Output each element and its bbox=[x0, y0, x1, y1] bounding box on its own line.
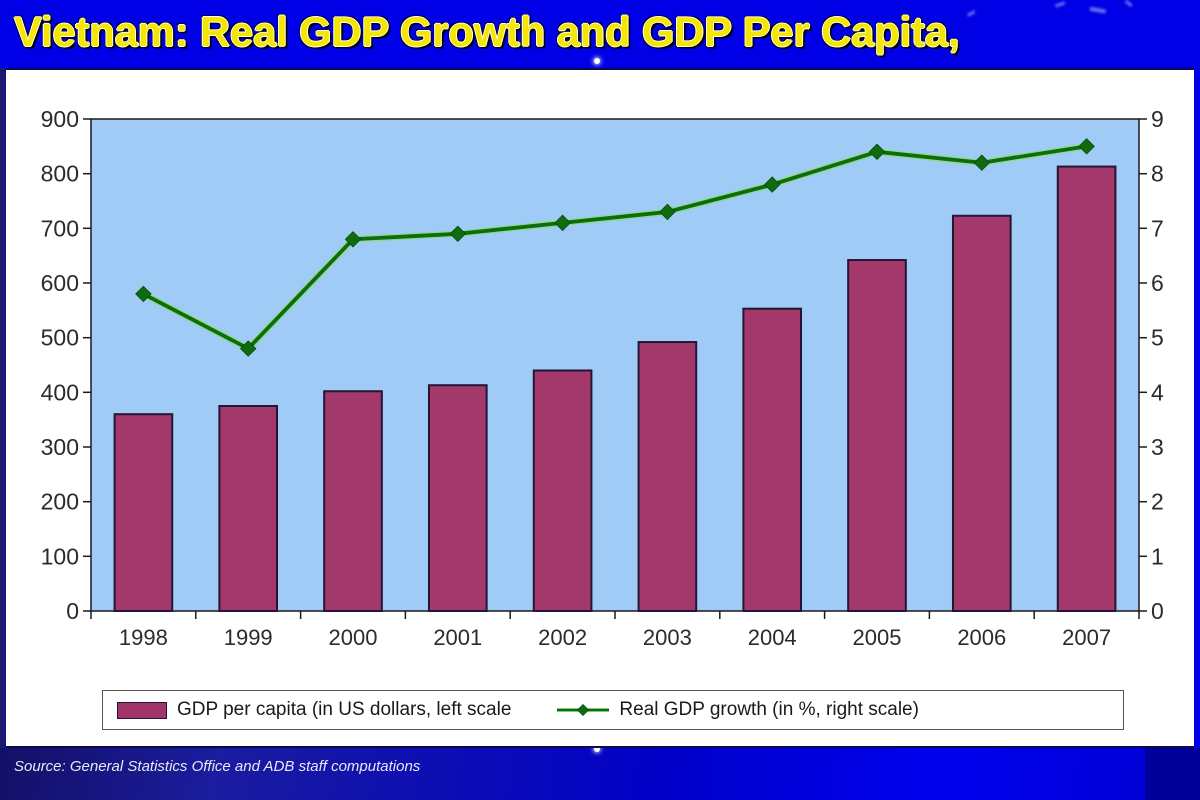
svg-text:3: 3 bbox=[1151, 434, 1164, 460]
svg-text:2004: 2004 bbox=[748, 625, 797, 650]
svg-text:9: 9 bbox=[1151, 106, 1164, 132]
svg-text:2002: 2002 bbox=[538, 625, 587, 650]
svg-text:2000: 2000 bbox=[329, 625, 378, 650]
svg-text:500: 500 bbox=[41, 325, 79, 351]
svg-text:900: 900 bbox=[41, 106, 79, 132]
svg-text:8: 8 bbox=[1151, 161, 1164, 187]
svg-text:0: 0 bbox=[1151, 598, 1164, 624]
svg-text:800: 800 bbox=[41, 161, 79, 187]
svg-text:7: 7 bbox=[1151, 215, 1164, 241]
svg-text:2007: 2007 bbox=[1062, 625, 1111, 650]
svg-text:400: 400 bbox=[41, 379, 79, 405]
svg-text:2001: 2001 bbox=[433, 625, 482, 650]
svg-text:4: 4 bbox=[1151, 379, 1164, 405]
svg-text:1999: 1999 bbox=[224, 625, 273, 650]
svg-text:1998: 1998 bbox=[119, 625, 168, 650]
svg-text:700: 700 bbox=[41, 215, 79, 241]
svg-text:0: 0 bbox=[66, 598, 79, 624]
svg-text:300: 300 bbox=[41, 434, 79, 460]
svg-text:600: 600 bbox=[41, 270, 79, 296]
svg-text:2005: 2005 bbox=[853, 625, 902, 650]
svg-text:2003: 2003 bbox=[643, 625, 692, 650]
svg-text:100: 100 bbox=[41, 543, 79, 569]
svg-text:200: 200 bbox=[41, 489, 79, 515]
svg-text:5: 5 bbox=[1151, 325, 1164, 351]
svg-text:6: 6 bbox=[1151, 270, 1164, 296]
svg-text:1: 1 bbox=[1151, 543, 1164, 569]
svg-text:2: 2 bbox=[1151, 489, 1164, 515]
svg-text:2006: 2006 bbox=[957, 625, 1006, 650]
